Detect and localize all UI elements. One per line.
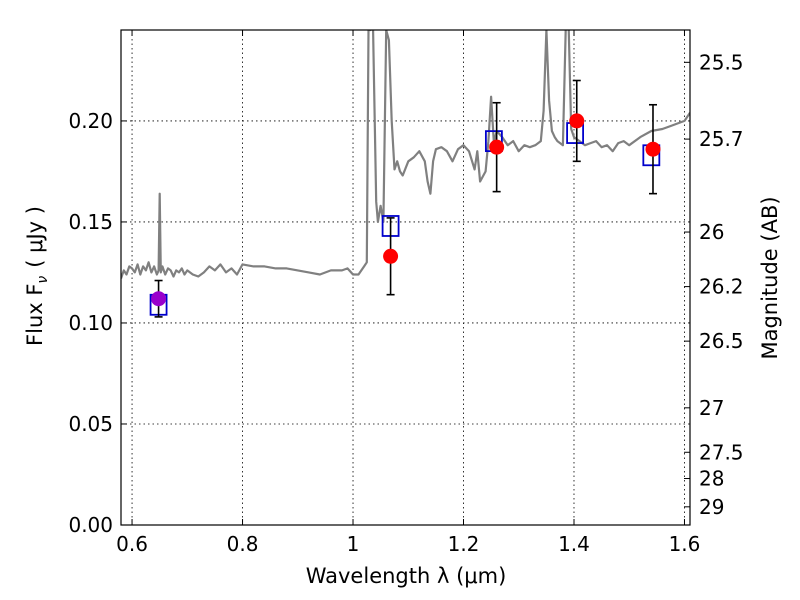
right-tick-label: 26 <box>699 220 724 244</box>
right-tick-label: 25.7 <box>699 127 744 151</box>
y-tick-label: 0.15 <box>68 210 113 234</box>
y-tick-label: 0.20 <box>68 109 113 133</box>
observed-point <box>489 139 505 155</box>
x-axis-ticks: 0.6 0.8 1 1.2 1.4 1.6 <box>116 30 700 556</box>
x-tick-label: 0.6 <box>116 532 148 556</box>
x-tick-label: 0.8 <box>227 532 259 556</box>
grid <box>121 30 690 526</box>
x-tick-label: 1 <box>347 532 360 556</box>
x-tick-label: 1.2 <box>448 532 480 556</box>
y-tick-label: 0.05 <box>68 412 113 436</box>
observed-point <box>383 248 399 264</box>
spectrum-layer <box>121 30 690 279</box>
observed-points-layer <box>151 79 661 318</box>
y-axis-ticks: 0.00 0.05 0.10 0.15 0.20 <box>68 109 127 537</box>
right-tick-label: 26.5 <box>699 329 744 353</box>
right-tick-label: 26.2 <box>699 275 744 299</box>
right-axis-ticks: 25.5 25.7 26 26.2 26.5 27 27.5 28 29 <box>684 50 744 519</box>
right-tick-label: 27 <box>699 396 724 420</box>
right-tick-label: 25.5 <box>699 50 744 74</box>
x-tick-label: 1.4 <box>558 532 590 556</box>
y-tick-label: 0.00 <box>68 513 113 537</box>
observed-point <box>569 113 585 129</box>
x-axis-label: Wavelength λ (μm) <box>306 564 507 588</box>
right-y-axis-label: Magnitude (AB) <box>758 196 782 359</box>
observed-point <box>645 141 661 157</box>
right-tick-label: 27.5 <box>699 440 744 464</box>
model-photometry-layer <box>149 122 661 316</box>
x-tick-label: 1.6 <box>669 532 701 556</box>
right-tick-label: 28 <box>699 467 724 491</box>
spectrum-line <box>121 30 690 279</box>
y-tick-label: 0.10 <box>68 311 113 335</box>
plot-frame <box>120 29 691 526</box>
observed-point <box>151 291 167 307</box>
right-tick-label: 29 <box>699 495 724 519</box>
y-axis-label: Flux Fν( μJy ) <box>23 206 51 346</box>
